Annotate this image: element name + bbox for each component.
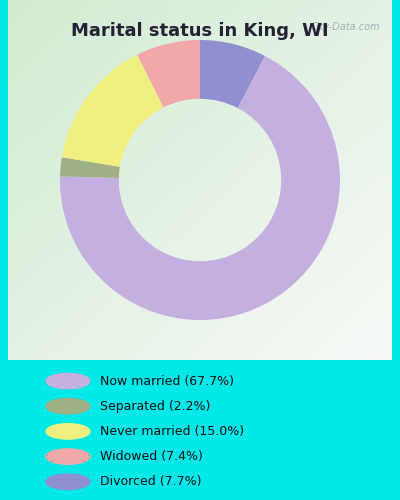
Text: Never married (15.0%): Never married (15.0%) [100,425,244,438]
Circle shape [46,374,90,388]
Text: Marital status in King, WI: Marital status in King, WI [71,22,329,40]
Wedge shape [200,40,265,108]
Circle shape [46,398,90,414]
Text: Separated (2.2%): Separated (2.2%) [100,400,210,412]
Circle shape [46,449,90,464]
Wedge shape [60,157,120,178]
Text: Divorced (7.7%): Divorced (7.7%) [100,476,202,488]
Text: City-Data.com: City-Data.com [311,22,380,32]
Text: Widowed (7.4%): Widowed (7.4%) [100,450,203,463]
Wedge shape [60,56,340,320]
Wedge shape [137,40,200,108]
Circle shape [46,474,90,490]
Circle shape [46,424,90,439]
Text: Now married (67.7%): Now married (67.7%) [100,374,234,388]
Wedge shape [62,55,164,167]
